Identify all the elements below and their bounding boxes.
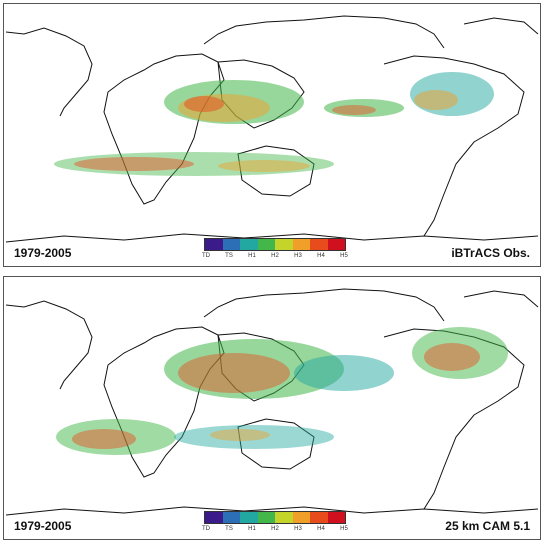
colorbar-segment — [310, 512, 328, 523]
tick-h2: H2 — [271, 253, 279, 259]
continent-outlines — [5, 15, 539, 243]
tick-h2: H2 — [271, 526, 279, 532]
colorbar-segment — [222, 239, 240, 250]
period-label: 1979-2005 — [14, 246, 72, 260]
colorbar-segment — [257, 512, 275, 523]
colorbar-segment — [240, 512, 258, 523]
tick-ts: TS — [225, 526, 233, 532]
colorbar-segment — [327, 512, 345, 523]
tick-h5: H5 — [340, 526, 348, 532]
continent-outlines — [5, 288, 539, 516]
colorbar-segment — [275, 239, 293, 250]
colorbar-segment — [310, 239, 328, 250]
intensity-colorbar: TD TS H1 H2 H3 H4 H5 — [202, 238, 354, 262]
period-label: 1979-2005 — [14, 519, 72, 533]
storm-tracks-observed — [54, 72, 494, 176]
colorbar-segment — [222, 512, 240, 523]
world-map-observed — [5, 15, 539, 243]
tick-h5: H5 — [340, 253, 348, 259]
colorbar-segment — [240, 239, 258, 250]
source-label: iBTrACS Obs. — [451, 246, 530, 260]
tick-h3: H3 — [294, 526, 302, 532]
tick-h3: H3 — [294, 253, 302, 259]
intensity-colorbar: TD TS H1 H2 H3 H4 H5 — [202, 511, 354, 535]
map-panel-observed: 1979-2005 TD TS H1 H2 H3 H4 H5 iBTrACS O… — [3, 3, 541, 267]
tick-ts: TS — [225, 253, 233, 259]
colorbar-ticks: TD TS H1 H2 H3 H4 H5 — [202, 253, 354, 261]
tick-h4: H4 — [317, 253, 325, 259]
colorbar-ticks: TD TS H1 H2 H3 H4 H5 — [202, 526, 354, 534]
map-panel-model: 1979-2005 TD TS H1 H2 H3 H4 H5 25 km CAM… — [3, 276, 541, 540]
source-label: 25 km CAM 5.1 — [445, 519, 530, 533]
tick-h1: H1 — [248, 253, 256, 259]
tick-td: TD — [202, 526, 210, 532]
colorbar-segment — [292, 512, 310, 523]
colorbar-gradient — [204, 238, 346, 251]
colorbar-segment — [292, 239, 310, 250]
tick-h1: H1 — [248, 526, 256, 532]
storm-tracks-model — [56, 327, 508, 455]
tick-h4: H4 — [317, 526, 325, 532]
tick-td: TD — [202, 253, 210, 259]
colorbar-segment — [257, 239, 275, 250]
colorbar-segment — [205, 512, 223, 523]
colorbar-segment — [275, 512, 293, 523]
colorbar-segment — [205, 239, 223, 250]
colorbar-segment — [327, 239, 345, 250]
colorbar-gradient — [204, 511, 346, 524]
world-map-model — [5, 288, 539, 516]
